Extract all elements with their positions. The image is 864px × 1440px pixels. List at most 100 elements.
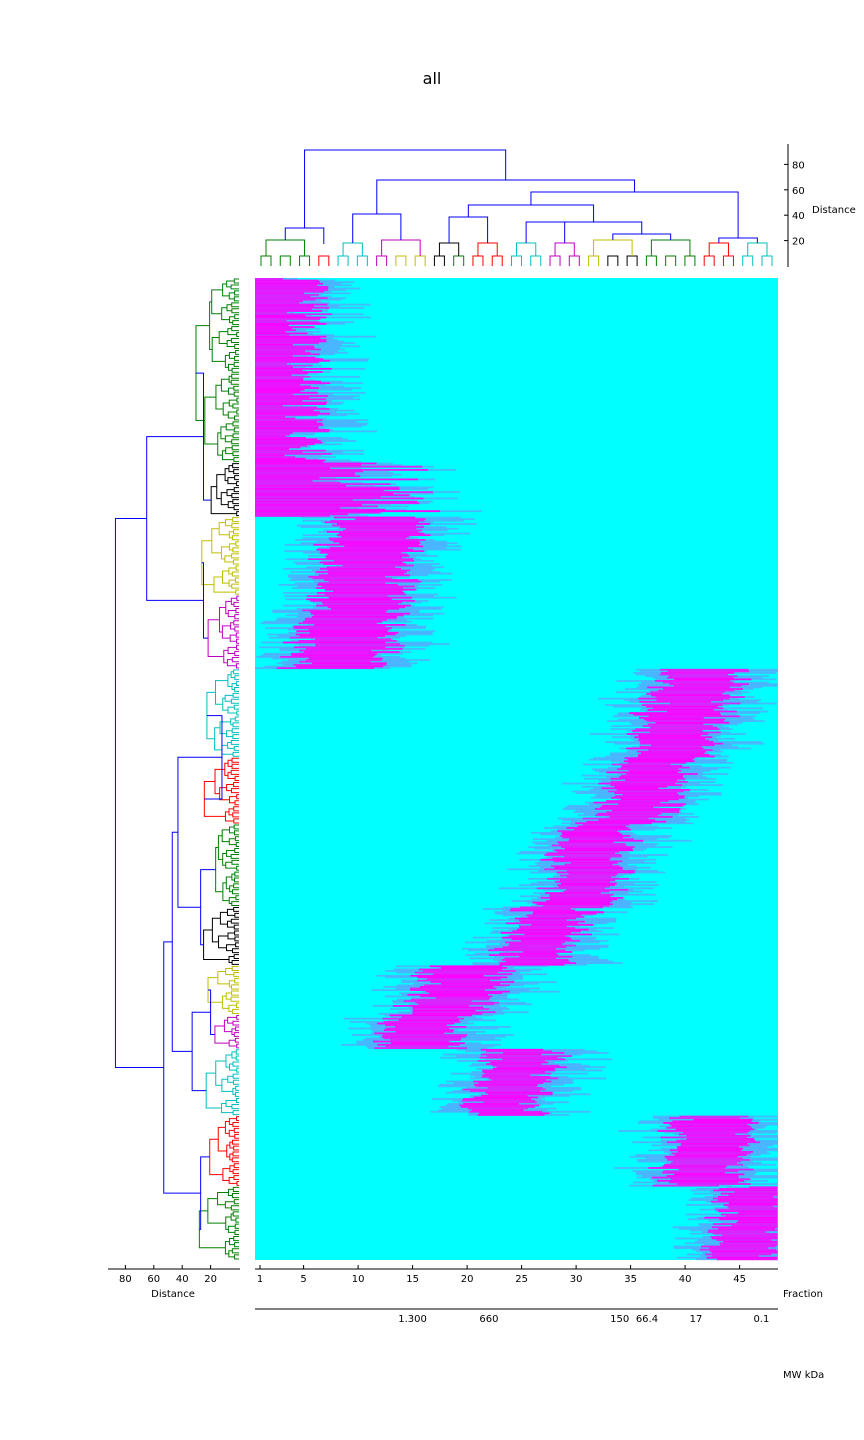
fraction-tick-label: 40 bbox=[679, 1274, 692, 1285]
dendrogram-link bbox=[215, 680, 228, 705]
dendrogram-link bbox=[227, 771, 236, 779]
dendrogram-link bbox=[234, 290, 239, 296]
dendrogram-link bbox=[448, 216, 489, 243]
dendrogram-link bbox=[231, 445, 239, 451]
dendrogram-link bbox=[342, 242, 363, 256]
dendrogram-link bbox=[761, 255, 773, 266]
dendrogram-link bbox=[593, 239, 633, 256]
dendrogram-link bbox=[477, 242, 498, 256]
dendrogram-link bbox=[224, 519, 233, 527]
dendrogram-link bbox=[234, 1091, 239, 1097]
dendrogram-link bbox=[318, 255, 330, 266]
dendrogram-link bbox=[233, 296, 239, 302]
dendrogram-link bbox=[215, 847, 223, 893]
dendrogram-link bbox=[234, 1229, 239, 1235]
dendrogram-link bbox=[612, 233, 672, 240]
dendrogram-link bbox=[228, 1177, 237, 1184]
dendrogram-link bbox=[232, 1008, 239, 1014]
dendrogram-link bbox=[225, 600, 232, 615]
dendrogram-link bbox=[231, 859, 239, 865]
dendrogram-link bbox=[225, 861, 237, 869]
dendrogram-link bbox=[217, 1191, 229, 1206]
dendrogram-link bbox=[211, 528, 222, 554]
dendrogram-link bbox=[230, 671, 235, 679]
dendrogram-link bbox=[235, 589, 239, 595]
dendrogram-link bbox=[215, 1060, 226, 1086]
mw-ticks: 1.300 660 150 66.4 17 0.1 bbox=[398, 1314, 769, 1325]
dendrogram-link bbox=[708, 242, 729, 256]
dendrogram-link bbox=[225, 992, 232, 1000]
left-distance-tick-label: 20 bbox=[204, 1274, 217, 1285]
dendrogram-link bbox=[226, 908, 235, 916]
dendrogram-link bbox=[236, 397, 239, 403]
dendrogram-link bbox=[233, 883, 239, 889]
dendrogram-link bbox=[234, 626, 239, 632]
dendrogram-link bbox=[224, 468, 229, 482]
dendrogram-link bbox=[209, 301, 213, 350]
dendrogram-link bbox=[233, 972, 239, 978]
dendrogram-link bbox=[231, 373, 239, 379]
dendrogram-link bbox=[236, 1067, 239, 1073]
dendrogram-link bbox=[234, 314, 239, 320]
dendrogram-link bbox=[231, 728, 239, 734]
top-dendrogram bbox=[260, 149, 773, 266]
dendrogram-link bbox=[229, 885, 234, 893]
dendrogram-link bbox=[234, 577, 239, 583]
dendrogram-link bbox=[226, 280, 235, 288]
dendrogram-link bbox=[233, 669, 239, 675]
dendrogram-link bbox=[224, 1121, 230, 1134]
dendrogram-link bbox=[232, 1186, 239, 1192]
dendrogram-link bbox=[230, 984, 239, 990]
dendrogram-link bbox=[227, 1225, 236, 1233]
dendrogram-link bbox=[221, 995, 229, 1009]
dendrogram-link bbox=[114, 518, 164, 1068]
dendrogram-link bbox=[236, 481, 239, 487]
dendrogram-link bbox=[231, 493, 239, 499]
dendrogram-link bbox=[214, 727, 222, 751]
dendrogram-link bbox=[337, 255, 349, 266]
dendrogram-link bbox=[236, 595, 239, 601]
dendrogram-link bbox=[213, 576, 236, 593]
dendrogram-link bbox=[220, 492, 229, 506]
dendrogram-link bbox=[453, 255, 465, 266]
dendrogram-link bbox=[232, 812, 239, 818]
dendrogram-link bbox=[232, 722, 239, 728]
dendrogram-link bbox=[232, 547, 239, 553]
dendrogram-link bbox=[549, 255, 561, 266]
dendrogram-link bbox=[228, 1004, 237, 1012]
dendrogram-link bbox=[233, 1032, 239, 1037]
dendrogram-link bbox=[236, 1116, 239, 1122]
dendrogram-link bbox=[234, 355, 239, 361]
top-distance-label: Distance bbox=[812, 205, 856, 216]
dendrogram-link bbox=[530, 255, 542, 266]
dendrogram-link bbox=[472, 255, 484, 266]
dendrogram-link bbox=[226, 1144, 230, 1158]
dendrogram-link bbox=[232, 535, 239, 541]
dendrogram-link bbox=[233, 529, 239, 535]
dendrogram-link bbox=[205, 1072, 222, 1109]
top-distance-axis: 20 40 60 80 Distance bbox=[784, 144, 856, 267]
dendrogram-link bbox=[227, 477, 237, 485]
dendrogram-link bbox=[228, 543, 236, 551]
dendrogram-link bbox=[231, 1104, 239, 1110]
dendrogram-link bbox=[229, 1165, 235, 1173]
fraction-tick-label: 10 bbox=[352, 1274, 365, 1285]
dendrogram-link bbox=[230, 853, 239, 859]
dendrogram-link bbox=[163, 941, 201, 1194]
dendrogram-link bbox=[234, 344, 239, 349]
dendrogram-link bbox=[232, 1151, 239, 1157]
dendrogram-link bbox=[222, 1168, 230, 1181]
dendrogram-link bbox=[214, 1025, 230, 1044]
dendrogram-link bbox=[229, 826, 235, 834]
dendrogram-link bbox=[225, 876, 232, 890]
dendrogram-link bbox=[231, 965, 239, 972]
dendrogram-link bbox=[233, 1163, 239, 1169]
dendrogram-link bbox=[229, 316, 235, 324]
dendrogram-link bbox=[235, 1217, 239, 1223]
dendrogram-link bbox=[231, 326, 239, 332]
dendrogram-link bbox=[233, 385, 239, 391]
dendrogram-link bbox=[231, 1028, 236, 1036]
dendrogram-link bbox=[235, 1026, 239, 1032]
dendrogram-link bbox=[220, 546, 230, 560]
dendrogram-link bbox=[530, 191, 739, 222]
